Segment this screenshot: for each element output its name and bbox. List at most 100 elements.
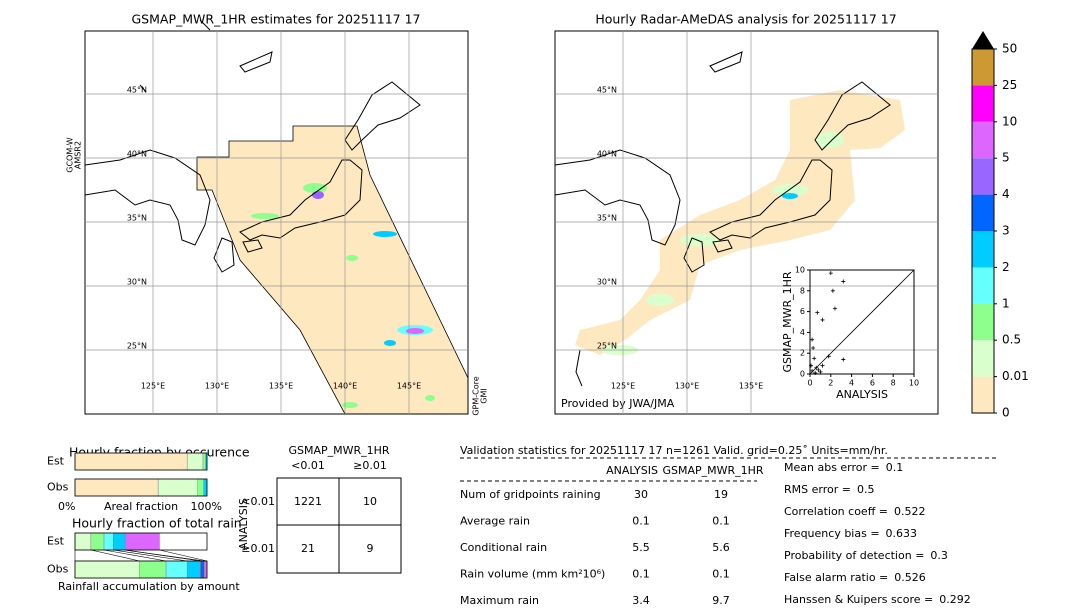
scatter-point bbox=[809, 363, 814, 368]
score-value: 0.3 bbox=[930, 549, 948, 562]
row-label: Rain volume (mm km²10⁶) bbox=[460, 568, 605, 581]
right-map-title: Hourly Radar-AMeDAS analysis for 2025111… bbox=[595, 12, 896, 27]
row-label: Est bbox=[47, 535, 65, 548]
lon-label: 125°E bbox=[141, 382, 165, 391]
score-label: Hanssen & Kuipers score = bbox=[784, 593, 933, 606]
col-label: ≥0.01 bbox=[353, 459, 387, 472]
colorbar-label: 50 bbox=[1002, 42, 1017, 56]
fraction-segment bbox=[200, 560, 205, 579]
score: Mean abs error = 0.1 bbox=[784, 461, 903, 474]
lon-label: 135°E bbox=[739, 382, 763, 391]
link-line bbox=[159, 549, 208, 562]
colorbar-label: 0.5 bbox=[1002, 333, 1021, 347]
fraction-segment bbox=[90, 532, 105, 551]
fraction-segment bbox=[186, 452, 204, 471]
fraction-segment bbox=[203, 478, 208, 497]
scatter-point bbox=[820, 317, 825, 322]
row-label: <0.01 bbox=[241, 495, 275, 508]
left-map-title: GSMAP_MWR_1HR estimates for 20251117 17 bbox=[132, 12, 421, 27]
fraction-segment bbox=[197, 478, 204, 497]
colorbar-label: 0 bbox=[1002, 406, 1010, 420]
colorbar-segment bbox=[972, 340, 994, 377]
score-label: Correlation coeff = bbox=[784, 505, 888, 518]
fraction-segment bbox=[139, 560, 167, 579]
lat-label: 40°N bbox=[597, 150, 617, 159]
table-cell: 9 bbox=[367, 542, 374, 555]
lat-label: 35°N bbox=[597, 214, 617, 223]
col-label: <0.01 bbox=[291, 459, 325, 472]
axis-label: Areal fraction bbox=[104, 500, 178, 513]
scatter-point bbox=[826, 354, 831, 359]
y-axis-label: GSMAP_MWR_1HR bbox=[781, 271, 794, 372]
column-header: GSMAP_MWR_1HR bbox=[662, 464, 763, 477]
colorbar-segment bbox=[972, 85, 994, 122]
scatter-point bbox=[820, 363, 825, 368]
rain-areas bbox=[602, 132, 844, 355]
x-tick-label: 6 bbox=[870, 379, 875, 388]
stat-value: 0.1 bbox=[632, 515, 650, 528]
link-line bbox=[125, 549, 205, 562]
y-tick-label: 0 bbox=[800, 370, 805, 379]
column-header: ANALYSIS bbox=[606, 464, 658, 477]
fraction-segment bbox=[74, 452, 188, 471]
colorbar-label: 1 bbox=[1002, 296, 1010, 310]
row-label: Maximum rain bbox=[460, 594, 539, 607]
lat-label: 30°N bbox=[127, 278, 147, 287]
colorbar-segment bbox=[972, 49, 994, 86]
row-label: Est bbox=[47, 455, 65, 468]
bar-frame bbox=[74, 478, 208, 497]
fraction-segment bbox=[74, 532, 92, 551]
score-label: Mean abs error = bbox=[784, 461, 880, 474]
score: RMS error = 0.5 bbox=[784, 483, 874, 496]
score: Frequency bias = 0.633 bbox=[784, 527, 917, 540]
score: Hanssen & Kuipers score = 0.292 bbox=[784, 593, 971, 606]
colorbar-extend bbox=[972, 31, 994, 49]
bar-frame bbox=[74, 532, 208, 551]
lon-label: 145°E bbox=[397, 382, 421, 391]
lat-label: 40°N bbox=[127, 150, 147, 159]
scatter-point bbox=[811, 346, 816, 350]
x-axis-label: ANALYSIS bbox=[836, 388, 888, 401]
sensor-label: GMI bbox=[480, 388, 489, 403]
scatter-point bbox=[841, 279, 846, 284]
sensor-label: GCOM-W bbox=[66, 137, 75, 173]
lon-label: 130°E bbox=[675, 382, 699, 391]
lon-label: 140°E bbox=[333, 382, 357, 391]
stat-value: 5.5 bbox=[632, 541, 650, 554]
y-tick-label: 10 bbox=[795, 266, 805, 275]
fraction-segment bbox=[202, 452, 206, 471]
scatter-point bbox=[828, 271, 833, 276]
link-line bbox=[90, 549, 140, 562]
axis-label: 0% bbox=[58, 500, 75, 513]
scatter-point bbox=[812, 356, 817, 361]
link-line bbox=[113, 549, 188, 562]
stat-value: 5.6 bbox=[712, 541, 730, 554]
colorbar-segment bbox=[972, 376, 994, 413]
colorbar-label: 4 bbox=[1002, 187, 1010, 201]
total-rain-footer: Rainfall accumulation by amount bbox=[58, 580, 240, 593]
lon-label: 130°E bbox=[205, 382, 229, 391]
fraction-segment bbox=[74, 560, 140, 579]
fraction-segment bbox=[113, 532, 126, 551]
credit: Provided by JWA/JMA bbox=[561, 397, 675, 410]
lon-label: 125°E bbox=[611, 382, 635, 391]
colorbar-segment bbox=[972, 267, 994, 304]
lat-label: 30°N bbox=[597, 278, 617, 287]
inset-bg bbox=[784, 266, 920, 400]
rain-areas bbox=[251, 183, 435, 408]
score-label: Frequency bias = bbox=[784, 527, 880, 540]
colorbar-label: 10 bbox=[1002, 114, 1017, 128]
scatter-point bbox=[818, 369, 823, 374]
scatter-point bbox=[810, 368, 815, 373]
colorbar-segment bbox=[972, 121, 994, 159]
stat-value: 0.1 bbox=[632, 568, 650, 581]
score-value: 0.1 bbox=[886, 461, 904, 474]
score-label: RMS error = bbox=[784, 483, 851, 496]
sensor-label: AMSR2 bbox=[74, 141, 83, 169]
right-map bbox=[554, 30, 939, 415]
map-frame bbox=[554, 30, 939, 415]
y-tick-label: 8 bbox=[800, 286, 805, 295]
stat-value: 0.1 bbox=[712, 515, 730, 528]
fraction-segment bbox=[103, 532, 114, 551]
scatter-point bbox=[832, 306, 837, 311]
